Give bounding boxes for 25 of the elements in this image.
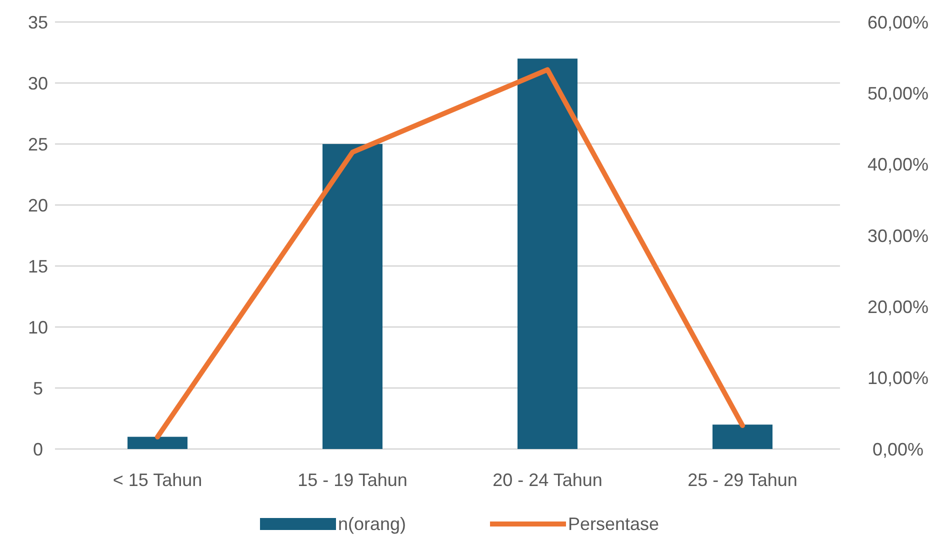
bar: [712, 424, 772, 449]
y2-tick-label: 60,00%: [867, 12, 929, 32]
legend-label: Persentase: [568, 514, 660, 534]
y2-tick-label: 20,00%: [867, 296, 929, 317]
x-tick-label: 25 - 29 Tahun: [688, 470, 798, 490]
x-tick-label: 15 - 19 Tahun: [298, 470, 408, 490]
bar: [322, 144, 382, 449]
y-tick-label: 5: [32, 378, 44, 398]
y-tick-label: 15: [28, 256, 48, 276]
y-tick-label: 35: [28, 12, 48, 32]
y2-tick-label: 0,00%: [872, 439, 924, 460]
y-tick-label: 25: [28, 134, 48, 154]
x-tick-label: 20 - 24 Tahun: [492, 470, 602, 490]
y-tick-label: 0: [32, 439, 44, 460]
y-tick-label: 20: [28, 195, 48, 216]
y2-tick-label: 10,00%: [867, 368, 929, 388]
y-tick-label: 10: [28, 317, 48, 338]
legend-label: n(orang): [338, 514, 406, 534]
bar: [518, 58, 578, 449]
y2-tick-label: 30,00%: [867, 226, 929, 246]
bar: [128, 436, 188, 449]
x-tick-label: < 15 Tahun: [112, 470, 202, 490]
y2-tick-label: 50,00%: [867, 83, 929, 104]
y-tick-label: 30: [28, 73, 48, 94]
y2-tick-label: 40,00%: [867, 154, 929, 175]
